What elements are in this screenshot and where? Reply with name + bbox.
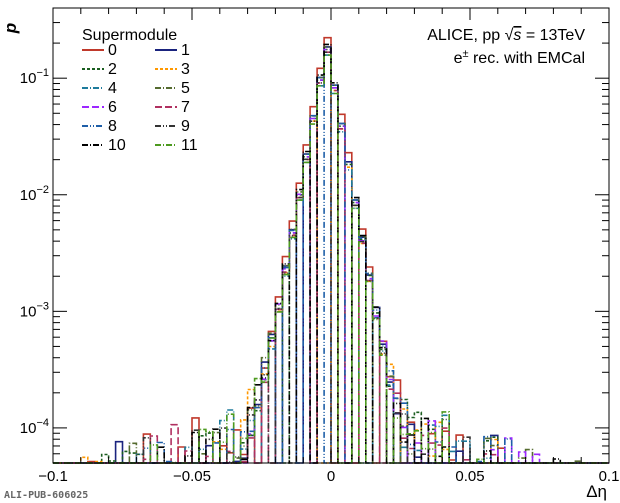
x-tick-labels: −0.1 −0.05 0 0.05 0.1: [38, 468, 619, 485]
y-tick-labels: 10−4 10−3 10−2 10−1: [20, 67, 49, 437]
y-tick-label-3: 10−1: [20, 67, 49, 87]
publication-id: ALI-PUB-606025: [4, 490, 88, 501]
legend-title: Supermodule: [82, 27, 177, 44]
legend: Supermodule 0 1 2 3 4 5 6 7 8 9 10 11: [82, 27, 198, 154]
legend-label-sm-1: 1: [181, 42, 190, 59]
legend-label-sm-7: 7: [181, 99, 190, 116]
x-tick-label-4: 0.1: [599, 468, 620, 485]
y-tick-label-2: 10−2: [20, 184, 49, 204]
y-tick-label-0: 10−4: [20, 417, 49, 437]
y-tick-label-1: 10−3: [20, 300, 49, 320]
x-tick-label-3: 0.05: [455, 468, 484, 485]
x-tick-label-1: −0.05: [173, 468, 211, 485]
legend-label-sm-5: 5: [181, 80, 190, 97]
legend-label-sm-2: 2: [108, 61, 117, 78]
legend-label-sm-11: 11: [181, 137, 198, 154]
ticks-layer: [52, 7, 610, 464]
legend-label-sm-3: 3: [181, 61, 190, 78]
legend-label-sm-9: 9: [181, 118, 190, 135]
x-tick-label-0: −0.1: [38, 468, 68, 485]
annotation-experiment: ALICE, pp √s = 13TeV: [427, 27, 585, 44]
legend-label-sm-8: 8: [108, 118, 117, 135]
y-axis-title: p: [1, 23, 20, 34]
legend-label-sm-6: 6: [108, 99, 117, 116]
series-line-sm-8: [53, 76, 609, 464]
legend-label-sm-4: 4: [108, 80, 117, 97]
legend-label-sm-0: 0: [108, 42, 117, 59]
x-axis-title: Δη: [586, 482, 607, 501]
x-tick-label-2: 0: [327, 468, 335, 485]
series-line-sm-11: [53, 54, 609, 464]
legend-label-sm-10: 10: [108, 137, 126, 154]
annotation-selection: e± rec. with EMCal: [454, 48, 585, 67]
